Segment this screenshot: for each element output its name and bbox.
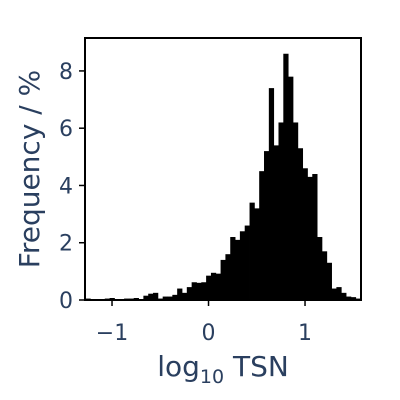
- histogram-bar: [312, 174, 318, 300]
- histogram-bar: [177, 288, 183, 300]
- histogram-bar: [268, 88, 275, 300]
- x-axis: −1 0 1: [96, 300, 312, 346]
- histogram-bar: [264, 151, 270, 300]
- histogram-bar: [210, 272, 217, 300]
- histogram-bar: [283, 53, 289, 300]
- histogram-bar: [148, 293, 154, 300]
- histogram-bar: [302, 168, 308, 300]
- histogram-bar: [167, 296, 173, 300]
- histogram-bar: [331, 288, 337, 300]
- x-tick-label: −1: [96, 321, 128, 346]
- histogram-bar: [201, 282, 207, 300]
- histogram-bar: [162, 296, 168, 300]
- x-tick-label: 0: [202, 321, 216, 346]
- x-axis-title: log10 TSN: [157, 350, 289, 388]
- y-tick-label: 6: [59, 117, 73, 142]
- histogram-bar: [350, 297, 357, 300]
- histogram-bar: [317, 237, 323, 300]
- histogram-bar: [273, 145, 279, 300]
- histogram-bar: [143, 295, 149, 300]
- histogram-bar: [196, 282, 202, 300]
- histogram-bar: [181, 292, 188, 300]
- histogram-bar: [307, 176, 313, 300]
- x-axis-title-suffix: TSN: [224, 350, 289, 383]
- histogram-bar: [326, 262, 332, 300]
- plot-frame: [84, 37, 362, 301]
- histogram-bar: [292, 122, 299, 300]
- histogram-bar: [206, 275, 212, 300]
- histogram-bar: [235, 239, 241, 300]
- x-axis-title-main: log: [157, 350, 200, 383]
- y-axis-title: Frequency / %: [13, 70, 46, 269]
- histogram-bars: [85, 53, 361, 300]
- histogram-bar: [259, 171, 265, 300]
- histogram-bar: [346, 296, 352, 300]
- histogram-bar: [249, 202, 255, 300]
- histogram-bar: [288, 76, 294, 300]
- histogram-bar: [225, 254, 231, 300]
- histogram-bar: [341, 292, 347, 300]
- histogram-bar: [186, 287, 193, 300]
- histogram-bar: [239, 231, 246, 300]
- histogram-bar: [191, 282, 197, 300]
- histogram-bar: [321, 251, 328, 300]
- histogram-bar: [336, 287, 342, 300]
- histogram-bar: [220, 259, 226, 300]
- y-tick-label: 2: [59, 232, 73, 257]
- x-axis-title-subscript: 10: [200, 366, 224, 388]
- histogram-bar: [172, 294, 178, 300]
- histogram-bar: [254, 208, 260, 300]
- histogram-bar: [297, 148, 304, 300]
- y-tick-label: 8: [59, 60, 73, 85]
- histogram-bar: [278, 122, 284, 300]
- histogram-bar: [230, 237, 236, 300]
- y-tick-label: 4: [59, 174, 73, 199]
- histogram-bar: [153, 292, 159, 300]
- histogram-bar: [215, 273, 221, 300]
- histogram-bar: [244, 225, 250, 300]
- x-tick-label: 1: [298, 321, 312, 346]
- y-tick-label: 0: [59, 289, 73, 314]
- y-axis: 0 2 4 6 8: [59, 60, 85, 314]
